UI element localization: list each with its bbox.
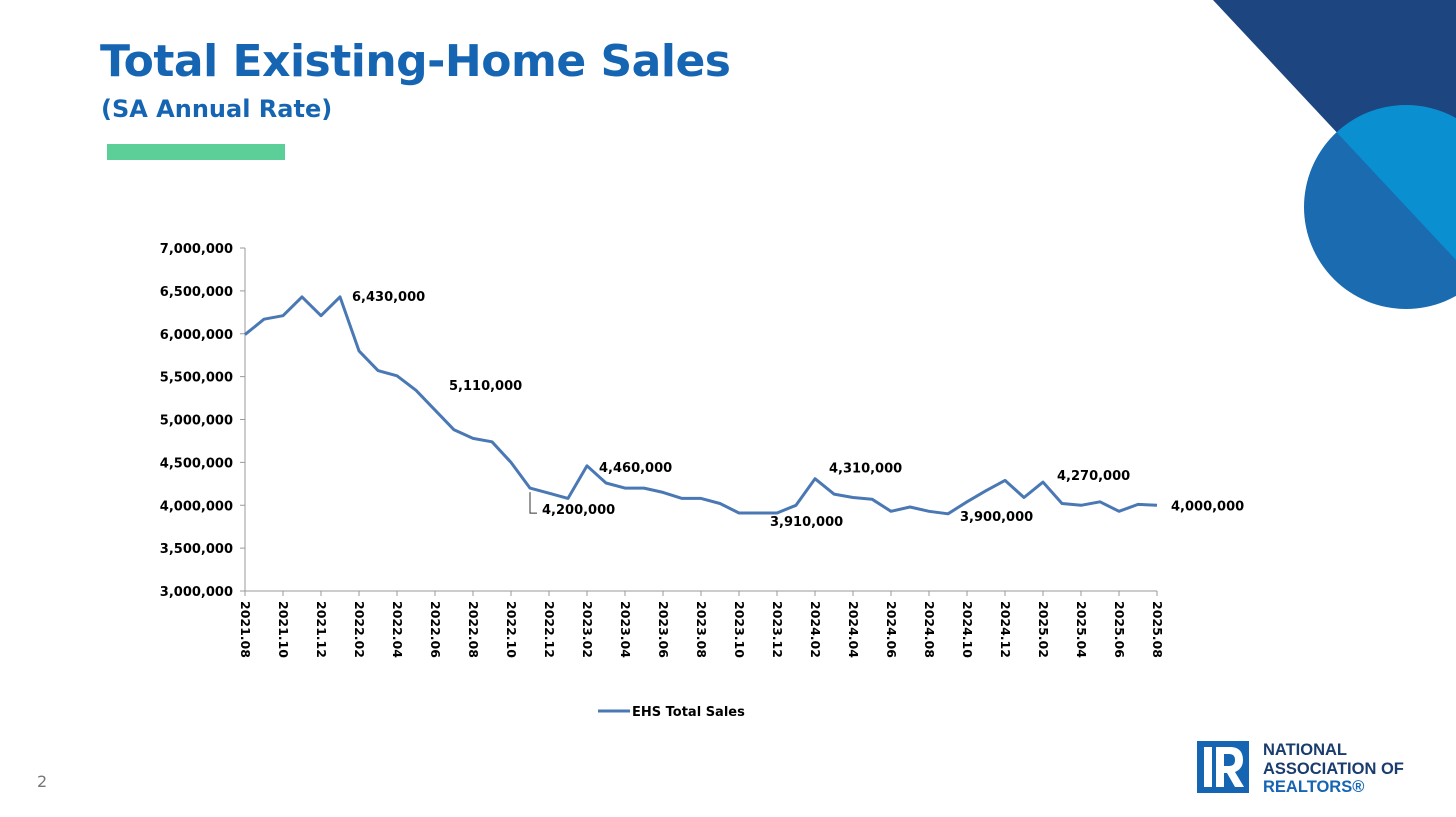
x-tick-label: 2025.04 <box>1074 601 1089 658</box>
logo-wordmark: NATIONAL ASSOCIATION OF REALTORS® <box>1263 741 1453 797</box>
logo-line-1: NATIONAL <box>1263 741 1348 759</box>
x-tick-label: 2021.10 <box>276 601 291 658</box>
series-group <box>244 295 1158 516</box>
x-tick-label: 2024.02 <box>808 601 823 658</box>
x-tick-label: 2023.10 <box>732 601 747 658</box>
x-tick-label: 2023.12 <box>770 601 785 658</box>
x-tick-label: 2024.12 <box>998 601 1013 658</box>
y-tick-label: 3,500,000 <box>160 542 233 557</box>
data-label: 3,910,000 <box>770 515 843 530</box>
x-tick-label: 2023.08 <box>694 601 709 658</box>
x-tick-label: 2022.08 <box>466 601 481 658</box>
x-tick-label: 2025.06 <box>1112 601 1127 658</box>
y-tick-label: 6,500,000 <box>160 285 233 300</box>
x-tick-label: 2024.04 <box>846 601 861 658</box>
legend-label-ehs-total-sales[interactable]: EHS Total Sales <box>632 705 745 720</box>
data-label: 4,000,000 <box>1171 499 1244 514</box>
x-tick-label: 2023.04 <box>618 601 633 658</box>
x-tick-label: 2023.06 <box>656 601 671 658</box>
y-tick-label: 7,000,000 <box>160 242 233 257</box>
y-tick-label: 4,500,000 <box>160 456 233 471</box>
x-tick-label: 2024.08 <box>922 601 937 658</box>
logo-line-2: ASSOCIATION OF <box>1263 759 1404 778</box>
x-tick-label: 2022.06 <box>428 601 443 658</box>
page-title: Total Existing-Home Sales <box>100 36 731 87</box>
x-tick-label: 2024.06 <box>884 601 899 658</box>
x-tick-label: 2025.02 <box>1036 601 1051 658</box>
y-axis: 7,000,000 6,500,000 6,000,000 5,500,000 5,00… <box>160 242 246 600</box>
y-tick-label: 4,000,000 <box>160 499 233 514</box>
data-label: 4,270,000 <box>1057 469 1130 484</box>
accent-bar <box>107 144 285 160</box>
y-tick-label: 5,500,000 <box>160 371 233 386</box>
y-tick-label: 5,000,000 <box>160 414 233 429</box>
x-tick-label: 2022.10 <box>504 601 519 658</box>
x-tick-label: 2022.02 <box>352 601 367 658</box>
x-tick-label: 2022.04 <box>390 601 405 658</box>
x-tick-label: 2022.12 <box>542 601 557 658</box>
decorative-shapes <box>1213 0 1456 309</box>
legend: EHS Total Sales <box>598 705 745 720</box>
x-axis: 2021.08 2021.10 2021.12 2022.02 2022.04 2022.… <box>238 590 1165 658</box>
y-tick-label: 3,000,000 <box>160 585 233 600</box>
data-label: 5,110,000 <box>449 379 522 394</box>
x-tick-label: 2024.10 <box>960 601 975 658</box>
data-label: 4,200,000 <box>542 503 615 518</box>
data-label: 3,900,000 <box>960 510 1033 525</box>
x-tick-label: 2023.02 <box>580 601 595 658</box>
page-number: 2 <box>37 772 48 791</box>
realtor-r-logo-icon <box>1197 741 1249 793</box>
data-label-leader <box>529 492 537 514</box>
page-subtitle: (SA Annual Rate) <box>101 95 333 123</box>
data-label: 4,460,000 <box>599 461 672 476</box>
x-tick-label: 2021.12 <box>314 601 329 658</box>
data-label: 6,430,000 <box>352 290 425 305</box>
series-line-ehs-total-sales[interactable] <box>244 295 1158 516</box>
x-tick-label: 2021.08 <box>238 601 253 658</box>
y-tick-label: 6,000,000 <box>160 328 233 343</box>
data-labels: 6,430,000 5,110,000 4,200,000 4,460,000 3,91… <box>352 290 1244 530</box>
data-label: 4,310,000 <box>829 462 902 477</box>
x-tick-label: 2025.08 <box>1150 601 1165 658</box>
logo-line-3: REALTORS® <box>1263 778 1365 796</box>
